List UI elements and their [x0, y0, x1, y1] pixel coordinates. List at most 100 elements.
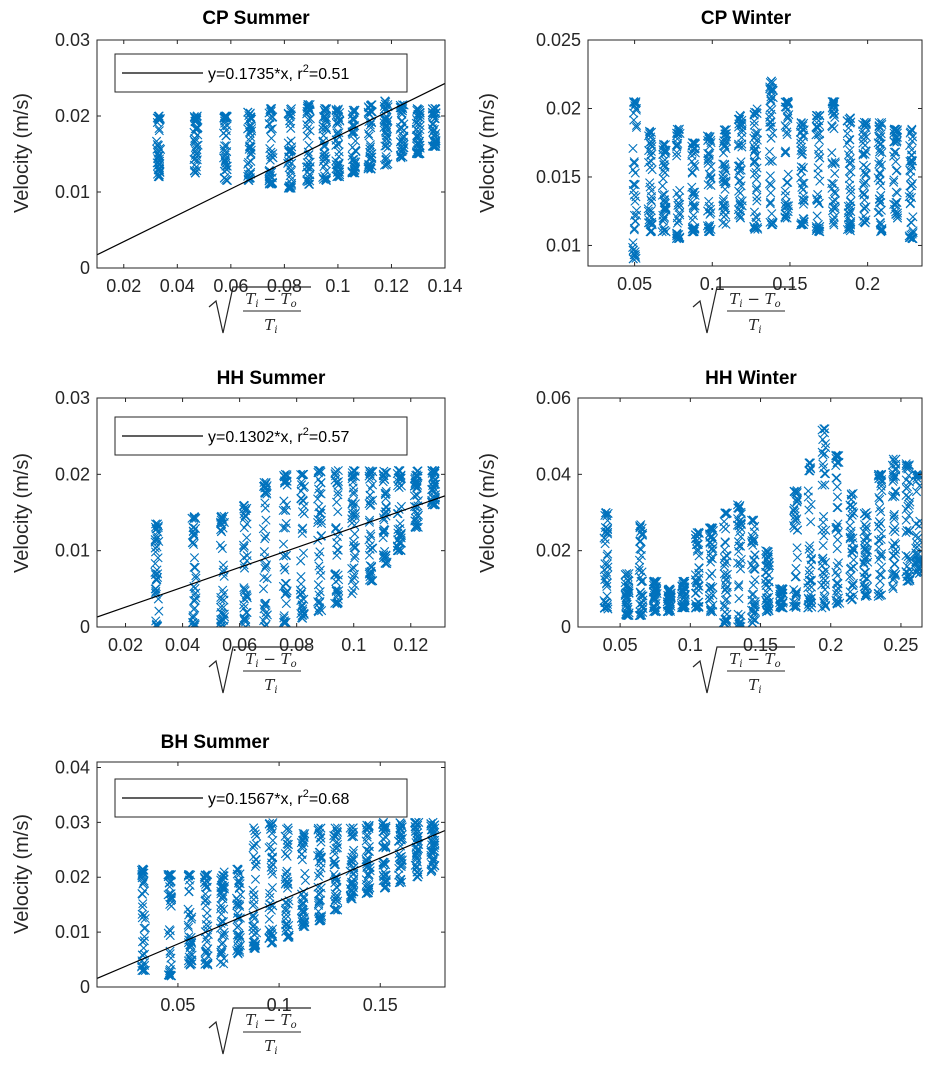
- scatter-point: [628, 185, 638, 195]
- scatter-point: [861, 170, 871, 180]
- scatter-point: [251, 855, 261, 865]
- scatter-point: [911, 548, 921, 558]
- scatter-point: [720, 129, 730, 139]
- scatter-point: [282, 851, 292, 861]
- scatter-point: [718, 200, 729, 210]
- scatter-point: [395, 855, 406, 865]
- scatter-point: [299, 831, 309, 841]
- scatter-point: [267, 937, 278, 947]
- scatter-point: [279, 613, 289, 623]
- scatter-point: [628, 245, 638, 256]
- scatter-point: [846, 526, 856, 536]
- scatter-point: [705, 132, 715, 142]
- scatter-point: [812, 121, 822, 131]
- scatter-point: [316, 516, 326, 526]
- scatter-point: [806, 517, 816, 527]
- scatter-point: [429, 465, 440, 476]
- scatter-point: [382, 112, 392, 123]
- scatter-point: [154, 126, 164, 136]
- scatter-point: [746, 515, 757, 525]
- scatter-point: [889, 509, 899, 520]
- scatter-point: [846, 529, 856, 539]
- scatter-point: [282, 883, 293, 893]
- legend-label: y=0.1567*x, r2=0.68: [208, 788, 349, 808]
- scatter-point: [907, 234, 917, 244]
- x-tick-label: 0.1: [267, 995, 292, 1015]
- scatter-point: [259, 480, 270, 491]
- scatter-point: [332, 538, 342, 548]
- scatter-point: [819, 463, 829, 473]
- scatter-point: [636, 576, 646, 587]
- axes-box-hh-winter: [577, 397, 923, 628]
- scatter-point: [628, 165, 638, 175]
- scatter-point: [702, 221, 713, 231]
- scatter-point: [279, 476, 290, 486]
- scatter-point: [747, 560, 757, 570]
- svg-text:Ti: Ti: [748, 676, 761, 696]
- scatter-point: [333, 905, 343, 915]
- scatter-cp-summer: [151, 96, 441, 193]
- scatter-point: [842, 128, 852, 139]
- x-tick-label: 0.05: [160, 995, 195, 1015]
- scatter-point: [674, 233, 684, 244]
- scatter-point: [250, 829, 260, 839]
- scatter-point: [262, 481, 272, 491]
- scatter-point: [412, 104, 422, 114]
- scatter-point: [304, 179, 315, 189]
- scatter-point: [268, 818, 278, 828]
- scatter-point: [283, 842, 293, 853]
- scatter-point: [858, 187, 868, 198]
- scatter-point: [858, 216, 868, 226]
- scatter-point: [305, 114, 315, 124]
- scatter-point: [889, 474, 899, 485]
- scatter-point: [906, 159, 916, 169]
- scatter-point: [832, 522, 842, 532]
- scatter-point: [415, 110, 425, 120]
- scatter-point: [777, 603, 787, 613]
- scatter-point: [395, 473, 405, 484]
- scatter-point: [333, 490, 343, 500]
- scatter-point: [859, 557, 869, 568]
- scatter-point: [748, 580, 758, 590]
- scatter-point: [411, 852, 422, 862]
- scatter-point: [332, 829, 342, 839]
- scatter-point: [232, 908, 242, 918]
- scatter-point: [286, 123, 296, 133]
- scatter-point: [297, 507, 308, 517]
- scatter-point: [222, 161, 232, 171]
- scatter-point: [673, 138, 683, 149]
- scatter-point: [365, 484, 375, 494]
- scatter-point: [242, 593, 252, 603]
- scatter-point: [248, 885, 258, 895]
- scatter-point: [232, 930, 242, 940]
- axes-box-bh-summer: [96, 761, 446, 988]
- scatter-point: [675, 185, 685, 196]
- scatter-point: [192, 122, 202, 132]
- scatter-point: [392, 541, 403, 551]
- scatter-point: [860, 149, 870, 159]
- scatter-point: [831, 567, 841, 577]
- scatter-point: [347, 852, 357, 862]
- x-tick-label: 0.06: [213, 276, 248, 296]
- y-tick-label: 0.02: [55, 106, 90, 126]
- scatter-point: [811, 221, 821, 232]
- scatter-point: [679, 593, 689, 603]
- scatter-point: [904, 460, 914, 470]
- scatter-point: [708, 600, 718, 610]
- scatter-point: [281, 500, 292, 510]
- scatter-point: [313, 494, 323, 504]
- scatter-point: [831, 473, 841, 483]
- y-tick-label: 0.01: [546, 235, 581, 255]
- scatter-point: [873, 208, 883, 218]
- scatter-point: [904, 500, 914, 510]
- scatter-point: [331, 135, 341, 145]
- scatter-point: [313, 580, 324, 590]
- scatter-point: [645, 210, 655, 221]
- scatter-point: [285, 171, 295, 181]
- scatter-point: [707, 532, 717, 542]
- scatter-point: [832, 492, 843, 502]
- xlabel-hh-summer: Ti − To Ti: [208, 646, 311, 696]
- scatter-point: [264, 170, 274, 180]
- scatter-point: [378, 834, 388, 844]
- scatter-point: [763, 547, 773, 557]
